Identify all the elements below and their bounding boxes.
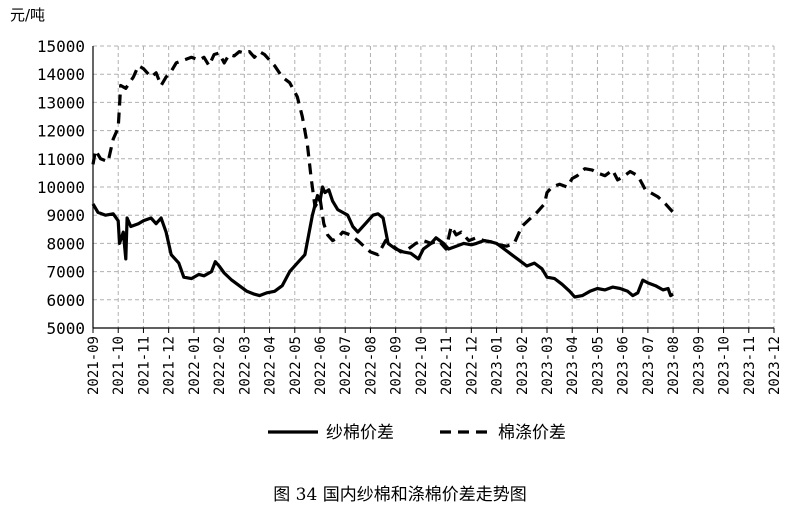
x-tick-label: 2022-01 [187, 336, 203, 395]
x-tick-label: 2023-06 [616, 336, 632, 395]
x-tick-label: 2023-11 [742, 336, 758, 395]
x-tick-label: 2023-05 [590, 336, 606, 395]
figure-caption: 图 34 国内纱棉和涤棉价差走势图 [273, 485, 527, 505]
x-tick-label: 2023-04 [565, 336, 581, 395]
x-tick-label: 2023-12 [767, 336, 783, 395]
x-tick-label: 2023-09 [691, 336, 707, 395]
legend-label: 纱棉价差 [326, 423, 394, 443]
y-tick-label: 11000 [37, 150, 85, 169]
x-tick-label: 2022-07 [338, 336, 354, 395]
x-tick-labels: 2021-09 2021-10 2021-11 2021-12 2022-01 2022-… [86, 336, 783, 395]
y-tick-label: 13000 [37, 93, 85, 112]
x-tick-label: 2022-04 [263, 336, 279, 395]
series-line-yarn-cotton-spread [91, 185, 674, 299]
x-tick-label: 2022-05 [288, 336, 304, 395]
x-tick-label: 2022-10 [414, 336, 430, 395]
y-tick-label: 10000 [37, 178, 85, 197]
x-tick-label: 2023-01 [490, 336, 506, 395]
x-tick-label: 2021-12 [162, 336, 178, 395]
y-tick-label: 8000 [46, 234, 85, 253]
x-tick-label: 2022-09 [389, 336, 405, 395]
x-tick-label: 2022-12 [464, 336, 480, 395]
x-tick-label: 2022-02 [212, 336, 228, 395]
axes [92, 46, 775, 333]
legend: 纱棉价差 棉涤价差 [268, 423, 566, 443]
line-chart: 5000 6000 7000 8000 9000 10000 11000 12000 13000… [37, 37, 783, 443]
x-tick-label: 2021-09 [86, 336, 102, 395]
legend-label: 棉涤价差 [498, 423, 566, 443]
y-tick-label: 6000 [46, 291, 85, 310]
y-tick-label: 14000 [37, 65, 85, 84]
grid-lines [93, 45, 775, 328]
x-tick-label: 2023-02 [515, 336, 531, 395]
x-tick-label: 2023-08 [666, 336, 682, 395]
y-tick-label: 12000 [37, 122, 85, 141]
x-tick-label: 2023-07 [641, 336, 657, 395]
series-line-cotton-polyester-spread [91, 50, 675, 257]
y-tick-label: 5000 [46, 319, 85, 338]
y-tick-label: 15000 [37, 37, 85, 56]
x-tick-label: 2021-11 [136, 336, 152, 395]
x-tick-label: 2023-03 [540, 336, 556, 395]
x-tick-label: 2022-06 [313, 336, 329, 395]
series-lines [91, 50, 675, 299]
x-tick-label: 2021-10 [111, 336, 127, 395]
x-tick-label: 2022-11 [439, 336, 455, 395]
x-tick-label: 2022-03 [237, 336, 253, 395]
y-axis-unit: 元/吨 [10, 6, 46, 24]
x-tick-label: 2023-10 [717, 336, 733, 395]
y-tick-labels: 5000 6000 7000 8000 9000 10000 11000 12000 13000… [37, 37, 85, 338]
y-tick-label: 9000 [46, 206, 85, 225]
y-tick-label: 7000 [46, 263, 85, 282]
x-tick-label: 2022-08 [363, 336, 379, 395]
